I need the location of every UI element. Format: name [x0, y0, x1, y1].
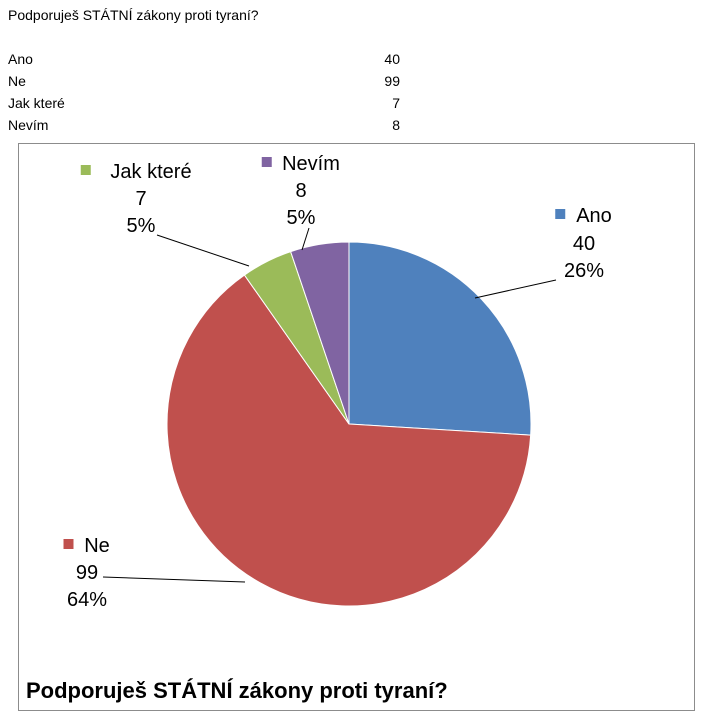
pie-slice-ano[interactable]	[348, 241, 532, 436]
data-row: Ne 99	[8, 73, 400, 95]
chart-area[interactable]: Ano 40 26% Ne 99 64% Jak které 7 5% Nevím 8 5%	[18, 143, 695, 711]
data-table: Ano 40 Ne 99 Jak které 7 Nevím 8	[8, 51, 400, 139]
data-label-category: Ne	[84, 535, 110, 557]
data-label-value: 40	[573, 233, 595, 255]
legend-key	[80, 165, 91, 175]
data-row-value: 7	[392, 95, 400, 111]
pie-slice-ne[interactable]	[166, 274, 532, 607]
data-row-category: Ne	[8, 73, 26, 89]
data-row-value: 99	[384, 73, 400, 89]
data-label-percent: 26%	[564, 260, 604, 282]
pie-chart: Ano 40 26% Ne 99 64% Jak které 7 5% Nevím 8 5%	[63, 153, 612, 611]
data-row-value: 40	[384, 51, 400, 67]
leader-line	[102, 576, 246, 583]
data-label-category: Jak které	[110, 161, 191, 183]
leader-line	[301, 227, 310, 251]
data-row-value: 8	[392, 117, 400, 133]
data-label-category: Ano	[576, 205, 612, 227]
data-row: Ano 40	[8, 51, 400, 73]
data-label-value: 7	[135, 188, 146, 210]
data-label-percent: 5%	[287, 207, 316, 229]
data-row-category: Jak které	[8, 95, 65, 111]
data-row: Nevím 8	[8, 117, 400, 139]
data-row: Jak které 7	[8, 95, 400, 117]
data-label: Nevím 8 5%	[261, 153, 340, 229]
legend-key	[63, 539, 74, 549]
question-text: Podporuješ STÁTNÍ zákony proti tyraní?	[8, 7, 259, 23]
data-row-category: Ano	[8, 51, 33, 67]
data-row-category: Nevím	[8, 117, 49, 133]
data-label: Jak které 7 5%	[80, 161, 192, 237]
leader-line	[474, 279, 557, 299]
data-label-value: 8	[295, 180, 306, 202]
legend-key	[261, 157, 272, 167]
pie-slice-nevím[interactable]	[290, 241, 350, 425]
chart-title: Podporuješ STÁTNÍ zákony proti tyraní?	[26, 678, 448, 703]
leader-line	[156, 234, 250, 267]
data-label: Ano 40 26%	[555, 205, 612, 282]
data-label-percent: 64%	[67, 589, 107, 611]
data-label-value: 99	[76, 562, 98, 584]
data-label-percent: 5%	[127, 215, 156, 237]
legend-key	[555, 209, 566, 219]
data-label-category: Nevím	[282, 153, 340, 175]
data-label: Ne 99 64%	[63, 535, 110, 611]
